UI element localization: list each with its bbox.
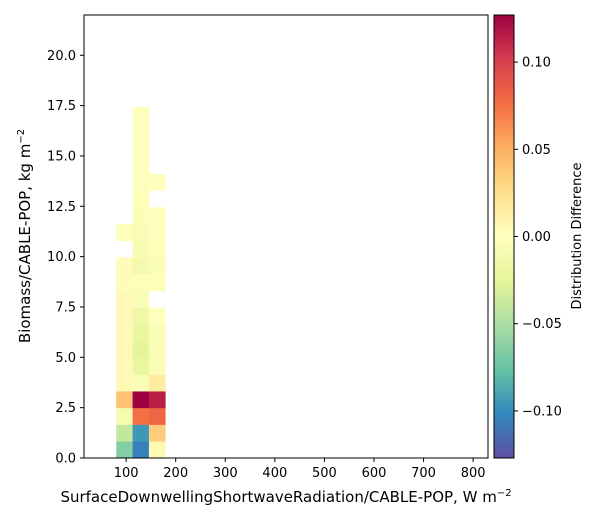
- x-tick-label: 400: [262, 466, 287, 481]
- plot-frame: [83, 14, 489, 459]
- heatmap-cell: [132, 157, 150, 175]
- heatmap-cell: [132, 240, 150, 258]
- heatmap-cell: [132, 307, 150, 325]
- heatmap-cell: [116, 257, 133, 275]
- y-tick-label: 12.5: [47, 200, 76, 215]
- heatmap-cell: [116, 407, 133, 425]
- x-tick-label: 200: [163, 466, 188, 481]
- y-tick-label: 5.0: [55, 351, 76, 366]
- y-tick-label: 7.5: [55, 300, 76, 315]
- colorbar-tick-label: 0.05: [522, 143, 551, 158]
- x-tick-label: 700: [411, 466, 436, 481]
- colorbar-tick-label: 0.00: [522, 230, 551, 245]
- heatmap-cell: [116, 424, 133, 442]
- colorbar-tick-label: −0.10: [522, 404, 562, 419]
- heatmap-cell: [148, 274, 166, 292]
- x-tick-label: 500: [312, 466, 337, 481]
- y-tick-label: 15.0: [47, 149, 76, 164]
- heatmap-cell: [116, 274, 133, 292]
- heatmap-cell: [132, 107, 150, 125]
- heatmap-cell: [148, 307, 166, 325]
- heatmap-cell: [132, 190, 150, 208]
- heatmap-cell: [116, 324, 133, 342]
- heatmap-cell: [148, 441, 166, 459]
- heatmap-cell: [148, 424, 166, 442]
- heatmap-cell: [148, 374, 166, 392]
- heatmap-cells: [116, 107, 166, 459]
- heatmap-cell: [132, 441, 150, 459]
- heatmap-cell: [116, 374, 133, 392]
- heatmap-cell: [132, 173, 150, 191]
- x-tick-label: 100: [114, 466, 139, 481]
- colorbar-label: Distribution Difference: [570, 163, 585, 310]
- heatmap-cell: [132, 341, 150, 359]
- y-axis-ticks: 0.0 2.5 5.0 7.5 10.0 12.5 15.0 17.5 20.0: [47, 49, 84, 467]
- heatmap-cell: [148, 257, 166, 275]
- heatmap-cell: [116, 290, 133, 308]
- y-tick-label: 20.0: [47, 49, 76, 64]
- colorbar: [493, 14, 515, 459]
- heatmap-cell: [148, 240, 166, 258]
- colorbar-tick-label: 0.10: [522, 56, 551, 71]
- heatmap-cell: [148, 207, 166, 225]
- colorbar-tick-label: −0.05: [522, 317, 562, 332]
- heatmap-cell: [116, 307, 133, 325]
- x-axis-ticks: 100 200 300 400 500 600 700 800: [114, 458, 486, 481]
- heatmap-cell: [116, 357, 133, 375]
- colorbar-ticks: −0.10 −0.05 0.00 0.05 0.10: [514, 56, 562, 419]
- heatmap-cell: [132, 123, 150, 141]
- x-tick-label: 800: [461, 466, 486, 481]
- heatmap-cell: [132, 424, 150, 442]
- heatmap-cell: [148, 224, 166, 242]
- heatmap-cell: [132, 324, 150, 342]
- heatmap-cell: [116, 391, 133, 409]
- heatmap-cell: [148, 341, 166, 359]
- heatmap-cell: [132, 391, 150, 409]
- heatmap-cell: [148, 357, 166, 375]
- y-axis-label: Biomass/CABLE-POP, kg m−2: [16, 129, 34, 343]
- heatmap-cell: [132, 407, 150, 425]
- x-tick-label: 600: [362, 466, 387, 481]
- heatmap-cell: [148, 391, 166, 409]
- heatmap-cell: [132, 374, 150, 392]
- x-tick-label: 300: [213, 466, 238, 481]
- heatmap-cell: [148, 407, 166, 425]
- y-tick-label: 10.0: [47, 250, 76, 265]
- heatmap-cell: [132, 357, 150, 375]
- heatmap-cell: [116, 441, 133, 459]
- y-tick-label: 2.5: [55, 401, 76, 416]
- heatmap-cell: [148, 173, 166, 191]
- y-tick-label: 17.5: [47, 99, 76, 114]
- heatmap-cell: [132, 224, 150, 242]
- heatmap-cell: [132, 140, 150, 158]
- heatmap-cell: [132, 207, 150, 225]
- x-axis-label: SurfaceDownwellingShortwaveRadiation/CAB…: [60, 488, 511, 506]
- heatmap-cell: [116, 341, 133, 359]
- heatmap-cell: [132, 290, 150, 308]
- heatmap-cell: [148, 324, 166, 342]
- heatmap-cell: [132, 274, 150, 292]
- y-tick-label: 0.0: [55, 452, 76, 467]
- heatmap-cell: [116, 224, 133, 242]
- heatmap-cell: [132, 257, 150, 275]
